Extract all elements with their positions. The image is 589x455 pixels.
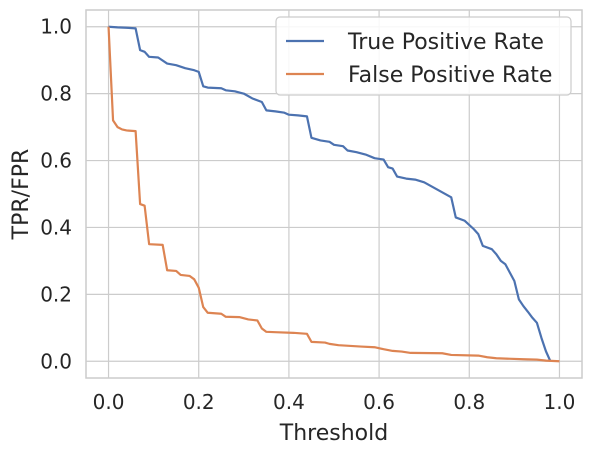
legend-label-true-positive-rate: True Positive Rate (347, 30, 544, 55)
plot-area-frame (85, 9, 583, 379)
series-line-false-positive-rate (107, 26, 560, 363)
y-tick-label: 0.2 (40, 282, 72, 306)
y-tick-label: 0.6 (40, 149, 72, 173)
x-tick-label: 0.2 (183, 390, 215, 414)
y-tick-label: 0.0 (40, 349, 72, 373)
x-tick-label: 0.6 (363, 390, 395, 414)
x-tick-label: 0.8 (453, 390, 485, 414)
series-layer (107, 25, 560, 363)
series-line-true-positive-rate (108, 25, 552, 362)
tick-labels: 0.0 0.2 0.4 0.6 0.8 1.0 0.0 0.2 0.4 0.6 0.8 1.0 (40, 15, 575, 414)
y-tick-label: 0.8 (40, 82, 72, 106)
y-tick-label: 1.0 (40, 15, 72, 39)
y-axis-label: TPR/FPR (9, 149, 34, 241)
x-tick-label: 0.0 (93, 390, 125, 414)
y-tick-label: 0.4 (40, 215, 72, 239)
x-tick-label: 1.0 (544, 390, 576, 414)
legend-label-false-positive-rate: False Positive Rate (348, 63, 552, 88)
x-axis-label: Threshold (279, 421, 388, 446)
legend-box (275, 16, 572, 96)
legend: True Positive Rate False Positive Rate (275, 16, 572, 96)
x-tick-label: 0.4 (273, 390, 305, 414)
